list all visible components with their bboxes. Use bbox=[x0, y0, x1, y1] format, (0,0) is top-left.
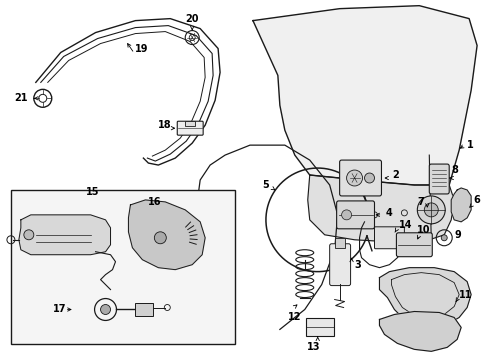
Text: 2: 2 bbox=[392, 170, 398, 180]
Text: 9: 9 bbox=[453, 230, 460, 240]
FancyBboxPatch shape bbox=[396, 233, 431, 257]
Text: 18: 18 bbox=[158, 120, 172, 130]
Text: 20: 20 bbox=[185, 14, 198, 24]
Text: 11: 11 bbox=[458, 289, 472, 300]
Text: 12: 12 bbox=[287, 312, 301, 323]
Text: 16: 16 bbox=[148, 197, 162, 207]
Bar bbox=[305, 319, 333, 336]
FancyBboxPatch shape bbox=[428, 164, 448, 194]
Polygon shape bbox=[19, 215, 110, 255]
Circle shape bbox=[364, 173, 374, 183]
Circle shape bbox=[154, 232, 166, 244]
Circle shape bbox=[424, 203, 437, 217]
Polygon shape bbox=[307, 175, 453, 242]
Circle shape bbox=[341, 210, 351, 220]
Circle shape bbox=[416, 196, 444, 224]
Circle shape bbox=[24, 230, 34, 240]
Bar bbox=[185, 121, 195, 126]
Polygon shape bbox=[252, 6, 476, 185]
Text: 15: 15 bbox=[85, 187, 99, 197]
Text: 19: 19 bbox=[135, 44, 149, 54]
Text: 8: 8 bbox=[450, 165, 457, 175]
Bar bbox=[135, 302, 153, 316]
Circle shape bbox=[101, 305, 110, 315]
Text: 4: 4 bbox=[385, 208, 391, 218]
Text: 1: 1 bbox=[466, 140, 473, 150]
Bar bbox=[11, 190, 235, 345]
Polygon shape bbox=[128, 200, 205, 270]
Text: 3: 3 bbox=[354, 260, 361, 270]
FancyBboxPatch shape bbox=[339, 160, 381, 196]
Text: 21: 21 bbox=[14, 93, 27, 103]
Circle shape bbox=[346, 170, 362, 186]
FancyBboxPatch shape bbox=[374, 227, 404, 249]
Polygon shape bbox=[450, 188, 470, 222]
Polygon shape bbox=[379, 311, 460, 351]
Text: 5: 5 bbox=[262, 180, 268, 190]
Text: 7: 7 bbox=[416, 197, 423, 207]
Bar bbox=[334, 238, 344, 248]
FancyBboxPatch shape bbox=[336, 201, 374, 229]
Text: 10: 10 bbox=[416, 225, 430, 235]
Polygon shape bbox=[379, 268, 470, 328]
Text: 6: 6 bbox=[472, 195, 479, 205]
FancyBboxPatch shape bbox=[329, 244, 350, 285]
Text: 17: 17 bbox=[53, 305, 66, 315]
Circle shape bbox=[440, 235, 447, 241]
Text: 13: 13 bbox=[306, 342, 320, 352]
FancyBboxPatch shape bbox=[177, 121, 203, 135]
Text: 14: 14 bbox=[399, 220, 412, 230]
